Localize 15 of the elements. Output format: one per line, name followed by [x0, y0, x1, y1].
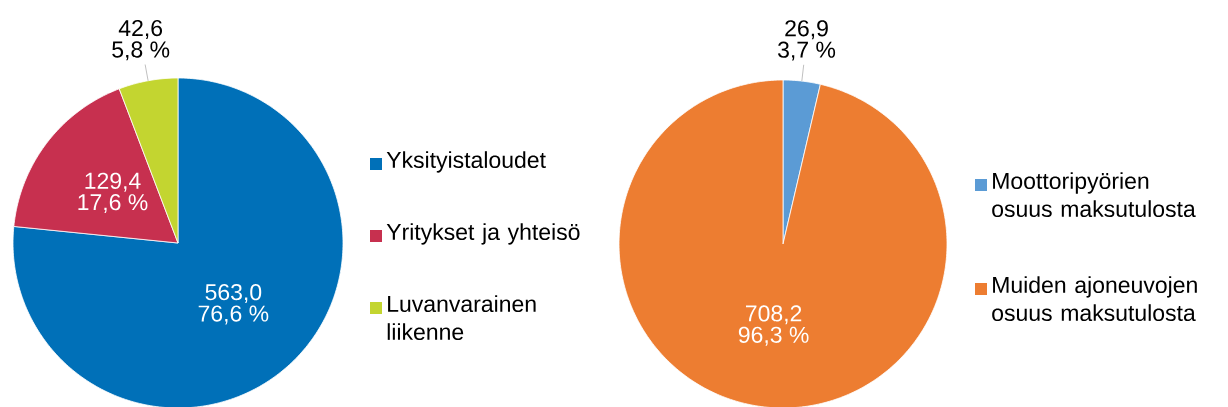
data-label: 563,0 — [205, 284, 262, 303]
text: 3,7 % — [778, 41, 836, 61]
legend-label: Luvanvarainen liikenne — [387, 295, 536, 341]
legend-label: Yksityistaloudet — [386, 151, 546, 173]
text: 5,8 % — [112, 41, 170, 61]
text: 17,6 % — [78, 194, 148, 214]
text: 96,3 % — [738, 326, 809, 346]
text: 76,6 % — [198, 305, 269, 325]
legend-label: Muiden ajoneuvojen osuus maksutulosta — [992, 276, 1197, 322]
data-label: 42,6 — [118, 19, 163, 39]
legend-label: Yritykset ja yhteisö — [386, 223, 580, 245]
data-label: 708,2 — [746, 305, 802, 325]
legend-label: Moottoripyörien osuus maksutulosta — [992, 172, 1196, 218]
data-label: 129,4 — [85, 172, 141, 192]
data-label: 26,9 — [785, 20, 828, 40]
